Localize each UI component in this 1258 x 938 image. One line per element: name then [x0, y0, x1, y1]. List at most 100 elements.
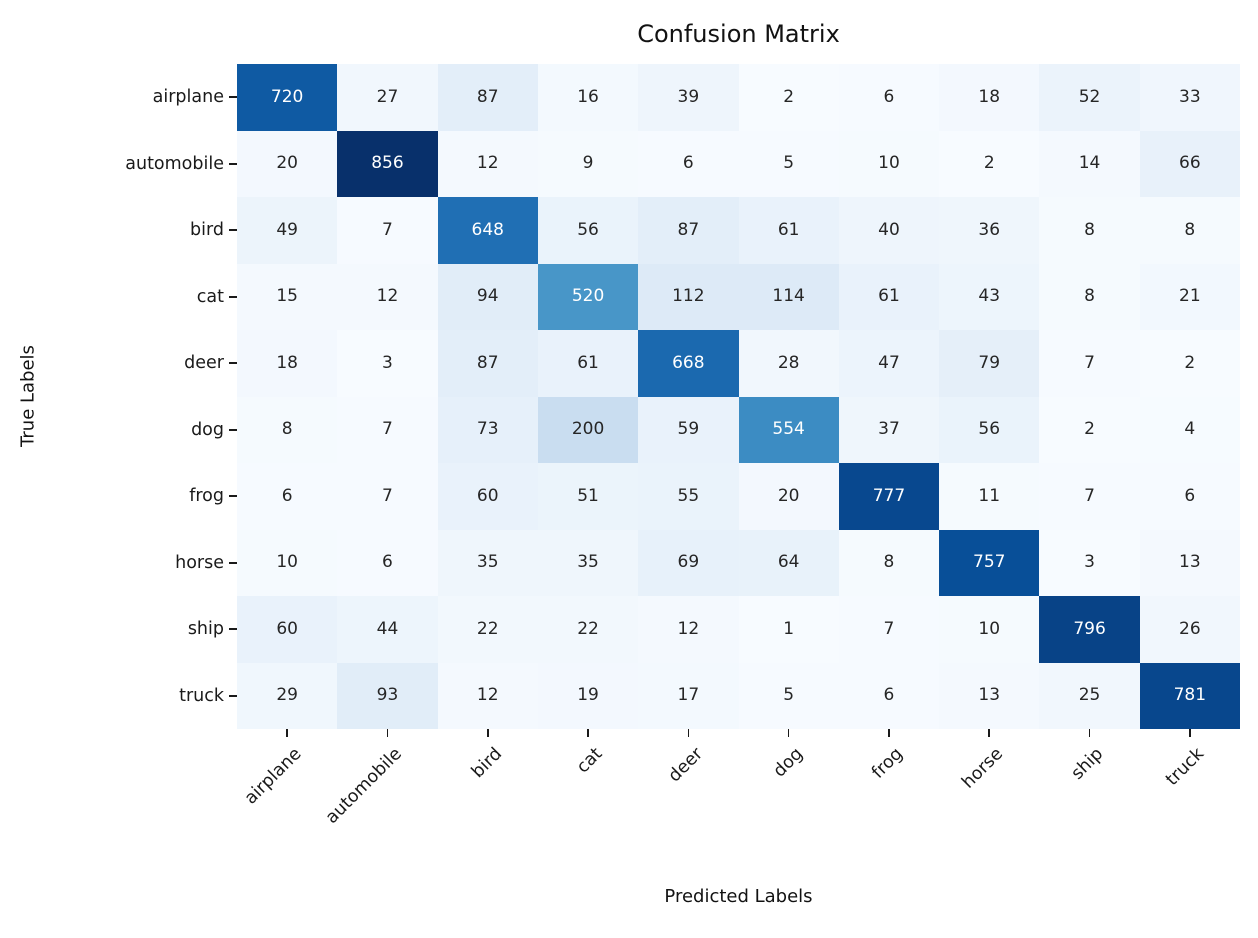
heatmap-cell-cat-airplane: 15	[237, 263, 338, 330]
heatmap-cell-deer-dog: 28	[738, 330, 839, 397]
heatmap-cell-ship-deer: 12	[638, 596, 739, 663]
heatmap-cell-airplane-horse: 18	[939, 64, 1040, 131]
heatmap-cell-horse-truck: 13	[1139, 529, 1240, 596]
heatmap-cell-airplane-airplane: 720	[237, 64, 338, 131]
x-tick-mark-automobile	[386, 729, 389, 737]
y-tick-label-automobile: automobile	[125, 153, 224, 174]
heatmap-cell-truck-dog: 5	[738, 662, 839, 729]
heatmap-cell-cat-truck: 21	[1139, 263, 1240, 330]
y-tick-mark-truck	[229, 694, 237, 697]
heatmap-cell-frog-deer: 55	[638, 463, 739, 530]
heatmap-cell-cat-deer: 112	[638, 263, 739, 330]
x-tick-mark-truck	[1189, 729, 1191, 737]
heatmap-cell-truck-bird: 12	[437, 662, 538, 729]
heatmap-cell-dog-horse: 56	[939, 396, 1040, 463]
heatmap-cell-automobile-deer: 6	[638, 130, 739, 197]
heatmap-cell-dog-truck: 4	[1139, 396, 1240, 463]
y-tick-label-ship: ship	[187, 619, 224, 640]
heatmap-cell-deer-truck: 2	[1139, 330, 1240, 397]
heatmap-cell-truck-horse: 13	[939, 662, 1040, 729]
heatmap-cell-deer-cat: 61	[537, 330, 639, 397]
heatmap-cell-horse-dog: 64	[738, 529, 839, 596]
y-tick-label-airplane: airplane	[152, 87, 224, 108]
y-axis-label: True Labels	[17, 345, 39, 447]
heatmap-cell-frog-cat: 51	[537, 463, 639, 530]
heatmap-cell-bird-bird: 648	[437, 197, 538, 264]
heatmap-cell-horse-frog: 8	[838, 529, 940, 596]
x-tick-label-horse: horse	[958, 744, 1008, 793]
heatmap-cell-horse-automobile: 6	[337, 529, 438, 596]
heatmap-cell-airplane-dog: 2	[738, 64, 839, 131]
heatmap-cell-dog-dog: 554	[738, 396, 839, 463]
heatmap-cell-airplane-truck: 33	[1139, 64, 1240, 131]
heatmap-cell-deer-automobile: 3	[337, 330, 438, 397]
heatmap-cell-truck-ship: 25	[1039, 662, 1140, 729]
heatmap-cell-deer-frog: 47	[838, 330, 940, 397]
heatmap-cell-automobile-ship: 14	[1039, 130, 1140, 197]
y-tick-mark-ship	[229, 628, 237, 631]
y-tick-mark-bird	[229, 229, 237, 232]
heatmap-cell-dog-frog: 37	[838, 396, 940, 463]
heatmap-cell-cat-automobile: 12	[337, 263, 438, 330]
y-tick-label-dog: dog	[191, 419, 224, 440]
heatmap-cell-deer-ship: 7	[1039, 330, 1140, 397]
heatmap-cell-airplane-bird: 87	[437, 64, 538, 131]
x-tick-mark-airplane	[286, 729, 288, 737]
heatmap-cell-deer-bird: 87	[437, 330, 538, 397]
heatmap-cell-frog-bird: 60	[437, 463, 538, 530]
y-tick-mark-frog	[229, 495, 237, 498]
x-tick-mark-bird	[486, 729, 489, 737]
heatmap-cell-ship-truck: 26	[1139, 596, 1240, 663]
y-tick-mark-airplane	[229, 96, 237, 99]
x-tick-label-cat: cat	[572, 744, 607, 778]
heatmap-cell-deer-horse: 79	[939, 330, 1040, 397]
heatmap-grid: 720 27 87 16 39 2 6 18 52 33 20 856 12 9 6 5 10 2 14 66 49 7 6…	[237, 64, 1240, 729]
y-tick-label-deer: deer	[184, 353, 224, 374]
heatmap-cell-dog-bird: 73	[437, 396, 538, 463]
x-tick-label-frog: frog	[868, 744, 908, 783]
x-tick-mark-deer	[687, 729, 690, 737]
heatmap-cell-bird-cat: 56	[537, 197, 639, 264]
heatmap-cell-dog-airplane: 8	[237, 396, 338, 463]
x-tick-mark-cat	[587, 729, 589, 737]
y-tick-label-horse: horse	[175, 552, 224, 573]
heatmap-cell-bird-frog: 40	[838, 197, 940, 264]
heatmap-cell-automobile-automobile: 856	[337, 130, 438, 197]
heatmap-cell-cat-frog: 61	[838, 263, 940, 330]
x-tick-label-airplane: airplane	[240, 744, 306, 809]
heatmap-cell-truck-deer: 17	[638, 662, 739, 729]
heatmap-cell-airplane-frog: 6	[838, 64, 940, 131]
chart-title: Confusion Matrix	[637, 20, 840, 48]
heatmap-cell-truck-truck: 781	[1139, 662, 1240, 729]
heatmap-cell-horse-ship: 3	[1039, 529, 1140, 596]
x-axis-label: Predicted Labels	[664, 886, 813, 907]
heatmap-cell-frog-frog: 777	[838, 463, 940, 530]
y-tick-mark-deer	[229, 362, 237, 365]
y-tick-label-cat: cat	[196, 286, 224, 307]
heatmap-cell-frog-automobile: 7	[337, 463, 438, 530]
heatmap-cell-bird-horse: 36	[939, 197, 1040, 264]
heatmap-cell-frog-horse: 11	[939, 463, 1040, 530]
y-tick-label-bird: bird	[190, 220, 224, 241]
heatmap-cell-horse-horse: 757	[939, 529, 1040, 596]
heatmap-cell-dog-ship: 2	[1039, 396, 1140, 463]
x-tick-label-ship: ship	[1067, 744, 1108, 784]
heatmap-cell-truck-automobile: 93	[337, 662, 438, 729]
y-tick-mark-horse	[229, 561, 237, 564]
heatmap-cell-bird-airplane: 49	[237, 197, 338, 264]
heatmap-cell-ship-bird: 22	[437, 596, 538, 663]
heatmap-cell-frog-truck: 6	[1139, 463, 1240, 530]
y-tick-label-frog: frog	[189, 486, 224, 507]
heatmap-cell-horse-airplane: 10	[237, 529, 338, 596]
heatmap-cell-horse-deer: 69	[638, 529, 739, 596]
y-tick-mark-automobile	[229, 162, 237, 165]
heatmap-cell-truck-frog: 6	[838, 662, 940, 729]
y-tick-label-truck: truck	[179, 685, 224, 706]
heatmap-cell-dog-automobile: 7	[337, 396, 438, 463]
heatmap-cell-automobile-bird: 12	[437, 130, 538, 197]
heatmap-cell-ship-automobile: 44	[337, 596, 438, 663]
heatmap-cell-airplane-deer: 39	[638, 64, 739, 131]
heatmap-cell-ship-frog: 7	[838, 596, 940, 663]
heatmap-cell-automobile-airplane: 20	[237, 130, 338, 197]
